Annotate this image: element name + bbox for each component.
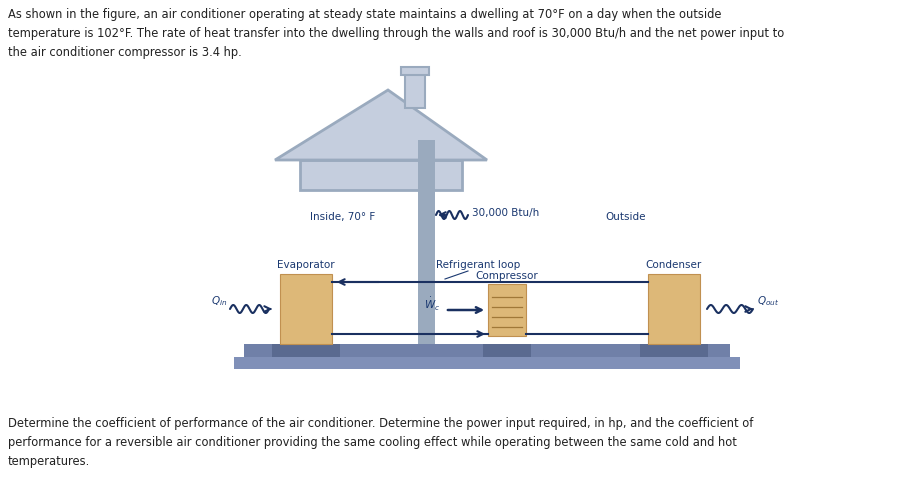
Bar [488, 284, 526, 336]
Text: Inside, 70° F: Inside, 70° F [310, 212, 375, 222]
Text: Determine the coefficient of performance of the air conditioner. Determine the p: Determine the coefficient of performance… [8, 417, 753, 468]
Bar [640, 344, 708, 357]
Bar [280, 274, 332, 344]
Text: $\dot{W}_c$: $\dot{W}_c$ [424, 296, 440, 312]
Bar [272, 344, 340, 357]
Text: Condenser: Condenser [646, 260, 702, 270]
Bar [244, 344, 730, 357]
Bar [418, 140, 435, 190]
Text: $Q_{in}$: $Q_{in}$ [211, 294, 227, 308]
Bar [234, 357, 740, 369]
Text: Compressor: Compressor [476, 271, 539, 281]
Bar [418, 190, 435, 344]
Text: Evaporator: Evaporator [277, 260, 335, 270]
Text: As shown in the figure, an air conditioner operating at steady state maintains a: As shown in the figure, an air condition… [8, 8, 784, 59]
Text: 30,000 Btu/h: 30,000 Btu/h [472, 208, 540, 218]
Bar [300, 160, 462, 190]
Bar [483, 344, 531, 357]
Text: $Q_{out}$: $Q_{out}$ [757, 294, 779, 308]
Text: Refrigerant loop: Refrigerant loop [436, 260, 520, 270]
Text: Outside: Outside [605, 212, 646, 222]
Bar [648, 274, 700, 344]
Bar [405, 68, 425, 108]
Polygon shape [275, 90, 487, 160]
Bar [401, 67, 429, 75]
